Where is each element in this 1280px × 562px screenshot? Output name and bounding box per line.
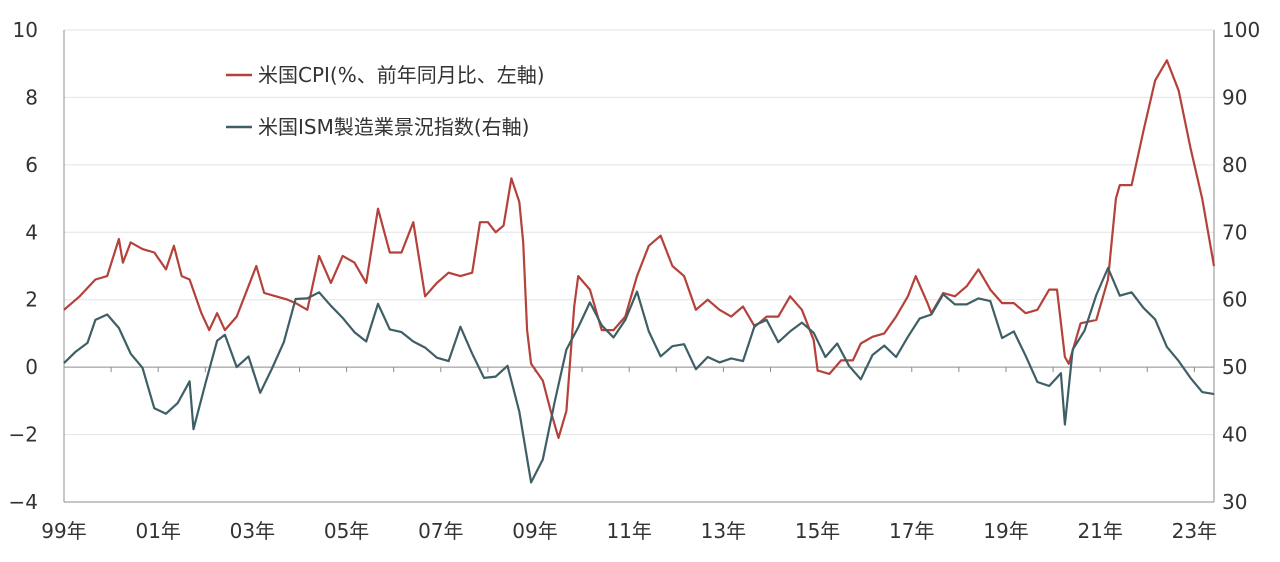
x-tick-label: 99年 xyxy=(41,519,86,543)
y-right-tick-label: 100 xyxy=(1222,18,1260,42)
cpi-line xyxy=(63,59,1216,439)
y-left-tick-label: 10 xyxy=(13,18,38,42)
y-right-tick-label: 60 xyxy=(1222,288,1247,312)
y-left-tick-label: 2 xyxy=(25,288,38,312)
x-tick-label: 17年 xyxy=(889,519,934,543)
y-left-tick-label: 8 xyxy=(25,85,38,109)
x-tick-label: 03年 xyxy=(230,519,275,543)
y-left-tick-label: −4 xyxy=(9,490,38,514)
x-tick-label: 09年 xyxy=(512,519,557,543)
ism-line xyxy=(63,266,1215,484)
y-right-tick-label: 50 xyxy=(1222,355,1247,379)
y-right-tick-label: 40 xyxy=(1222,423,1247,447)
x-tick-label: 13年 xyxy=(701,519,746,543)
x-tick-label: 07年 xyxy=(418,519,463,543)
y-right-tick-label: 80 xyxy=(1222,153,1247,177)
y-right-tick-label: 70 xyxy=(1222,220,1247,244)
legend-label-cpi: 米国CPI(%、前年同月比、左軸) xyxy=(258,63,545,87)
x-tick-label: 19年 xyxy=(983,519,1028,543)
legend: 米国CPI(%、前年同月比、左軸) 米国ISM製造業景況指数(右軸) xyxy=(226,63,545,139)
y-left-tick-label: 6 xyxy=(25,153,38,177)
y-left-tick-label: −2 xyxy=(9,423,38,447)
axes: −4 −2 0 2 4 6 8 10 30 40 50 60 70 80 90 100 99年 01年 03年 05年… xyxy=(9,18,1261,543)
x-tick-label: 21年 xyxy=(1077,519,1122,543)
series-lines xyxy=(63,59,1216,484)
y-right-tick-label: 30 xyxy=(1222,490,1247,514)
y-left-tick-label: 0 xyxy=(25,355,38,379)
grid-lines xyxy=(64,29,1214,503)
x-tick-label: 23年 xyxy=(1172,519,1217,543)
x-tick-label: 11年 xyxy=(606,519,651,543)
y-left-tick-label: 4 xyxy=(25,220,38,244)
legend-label-ism: 米国ISM製造業景況指数(右軸) xyxy=(258,115,529,139)
y-right-tick-label: 90 xyxy=(1222,85,1247,109)
x-tick-label: 05年 xyxy=(324,519,369,543)
x-tick-label: 01年 xyxy=(135,519,180,543)
x-tick-label: 15年 xyxy=(795,519,840,543)
